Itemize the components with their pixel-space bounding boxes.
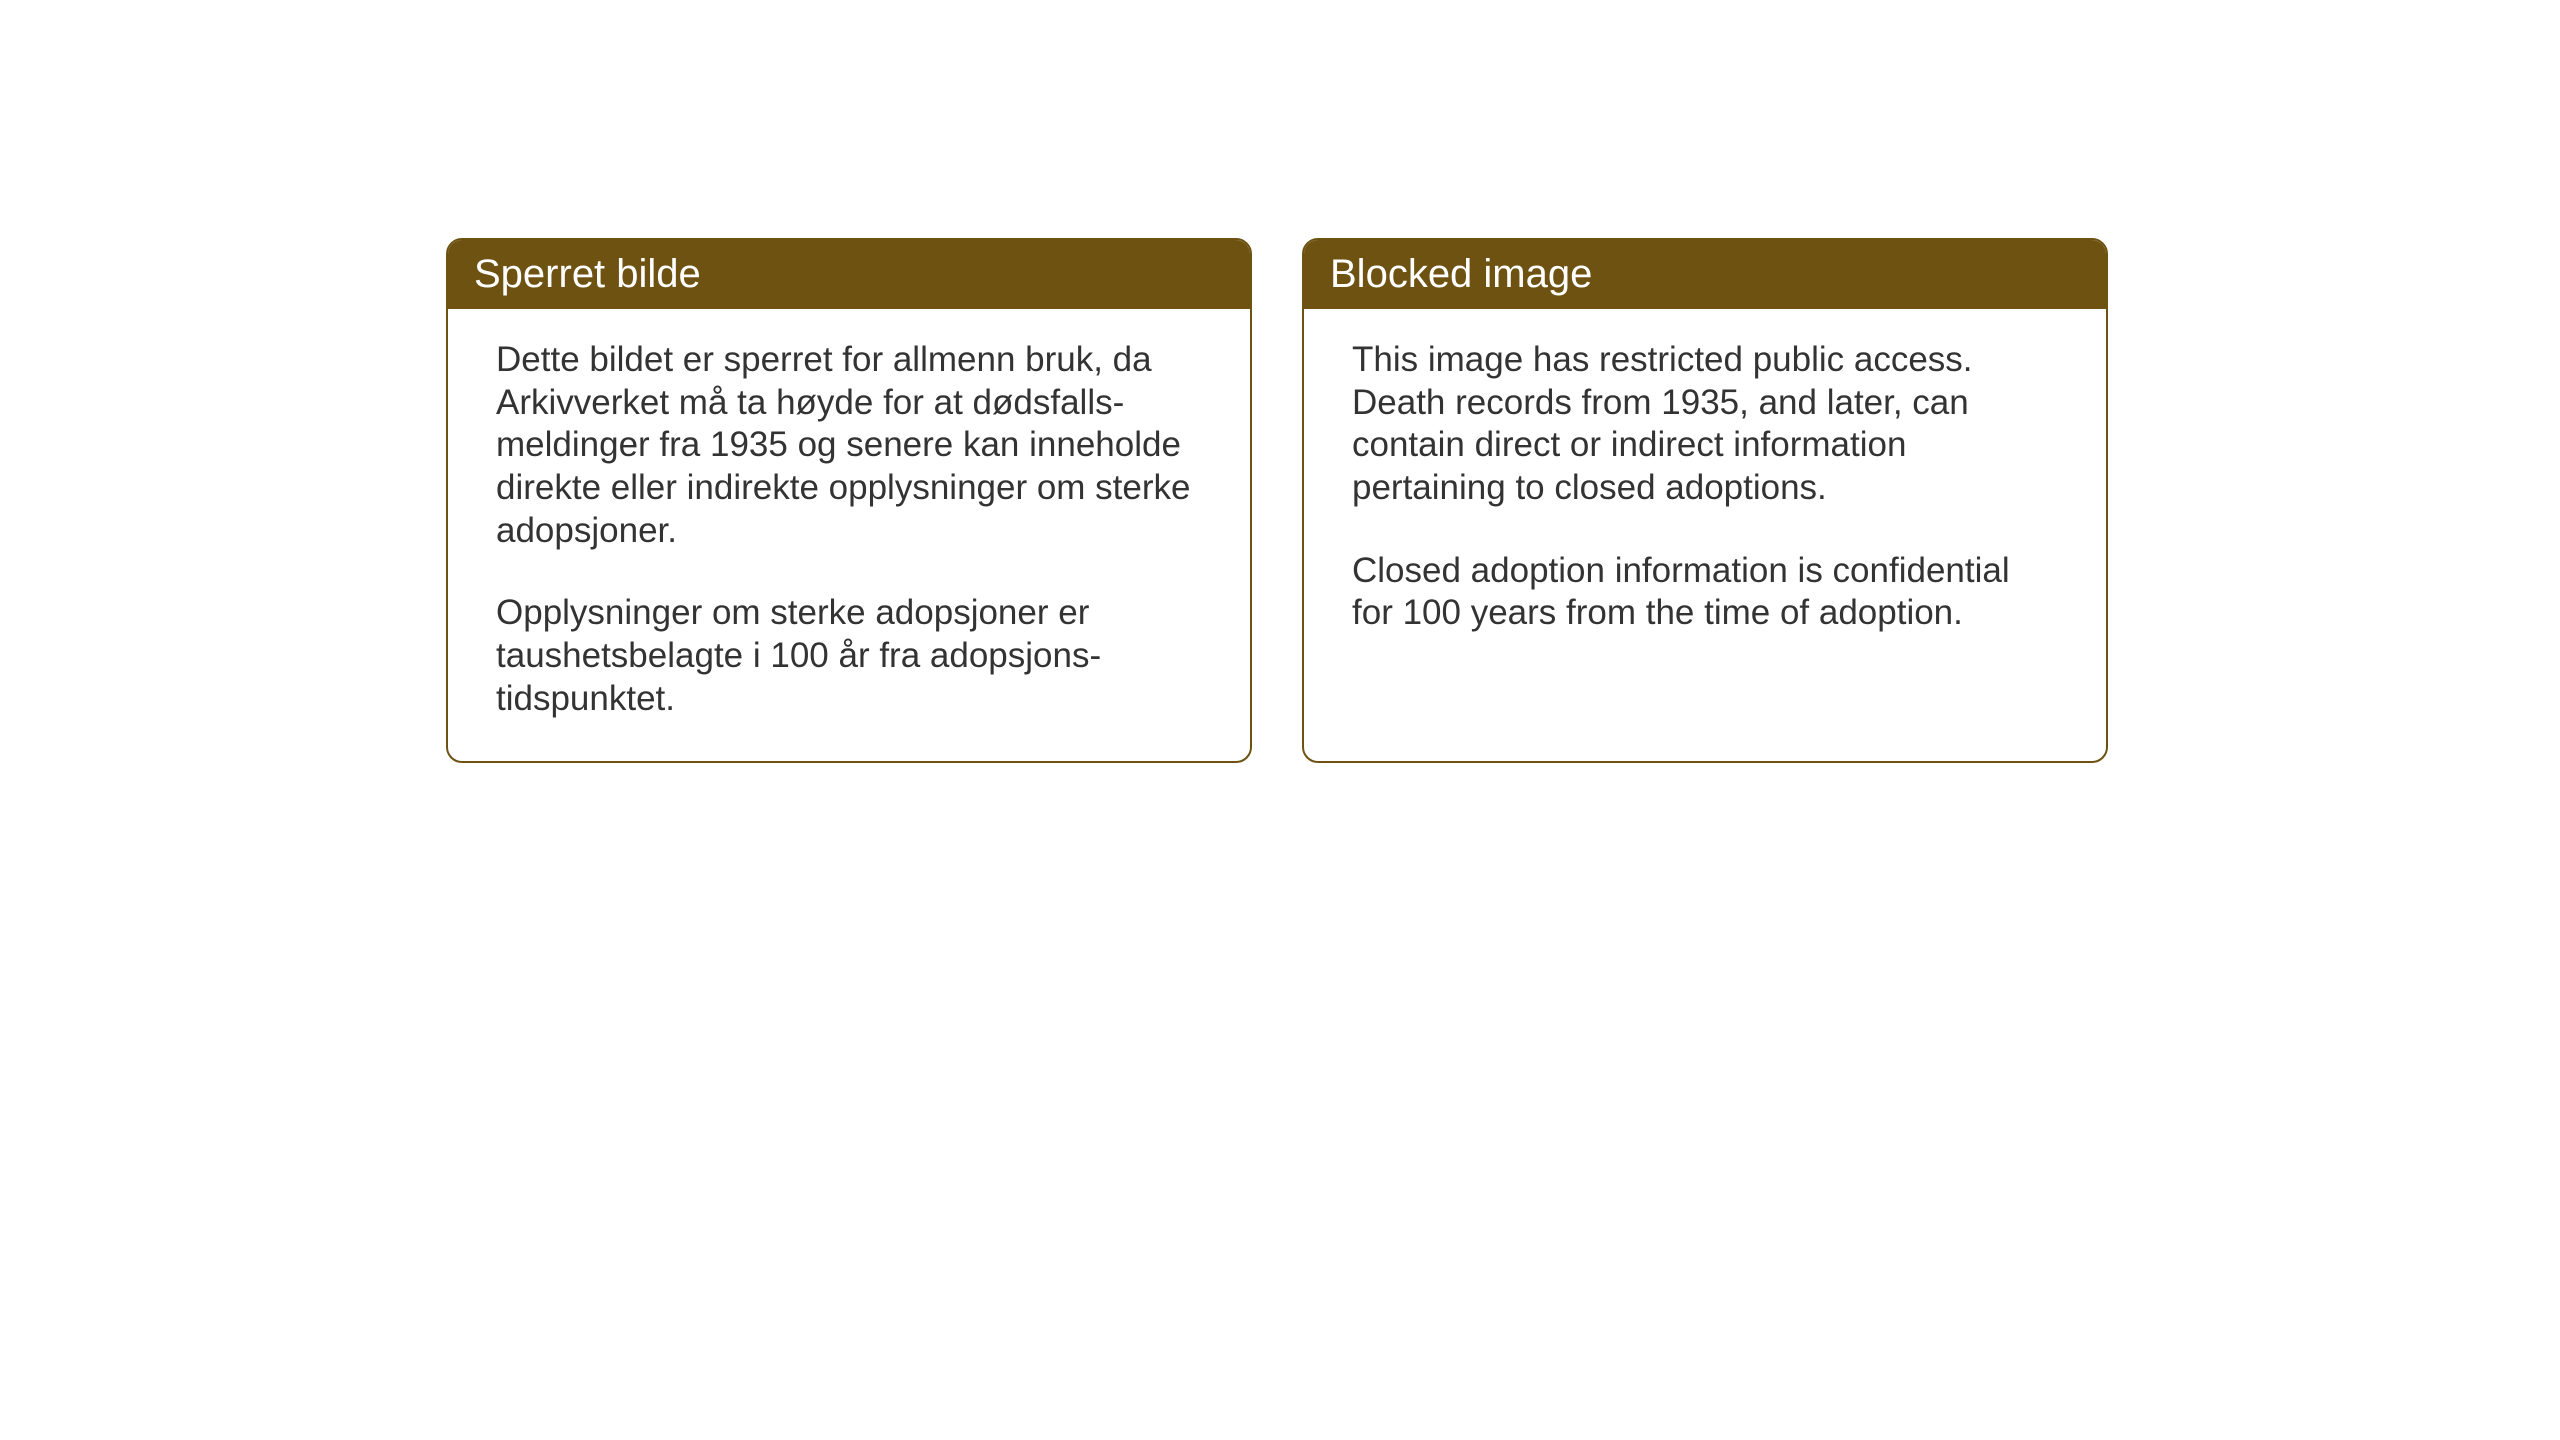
- norwegian-card-body: Dette bildet er sperret for allmenn bruk…: [448, 309, 1250, 761]
- norwegian-paragraph-2: Opplysninger om sterke adopsjoner er tau…: [496, 592, 1202, 720]
- english-paragraph-1: This image has restricted public access.…: [1352, 339, 2058, 510]
- norwegian-paragraph-1: Dette bildet er sperret for allmenn bruk…: [496, 339, 1202, 552]
- english-card-title: Blocked image: [1304, 240, 2106, 309]
- english-paragraph-2: Closed adoption information is confident…: [1352, 550, 2058, 635]
- norwegian-notice-card: Sperret bilde Dette bildet er sperret fo…: [446, 238, 1252, 763]
- english-notice-card: Blocked image This image has restricted …: [1302, 238, 2108, 763]
- notice-cards-container: Sperret bilde Dette bildet er sperret fo…: [446, 238, 2108, 763]
- english-card-body: This image has restricted public access.…: [1304, 309, 2106, 675]
- norwegian-card-title: Sperret bilde: [448, 240, 1250, 309]
